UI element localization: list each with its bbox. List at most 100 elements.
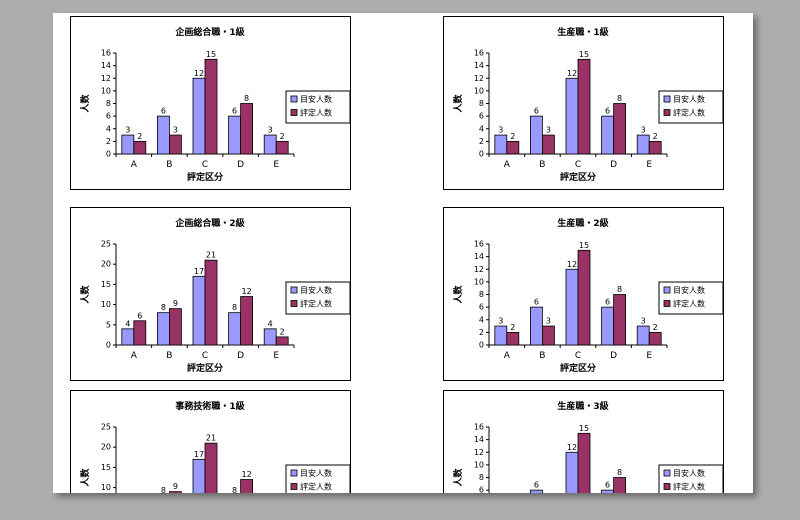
y-tick-label: 20	[101, 260, 111, 269]
bar-value-label: 6	[605, 107, 610, 116]
category-label: A	[131, 160, 138, 170]
category-label: D	[237, 351, 244, 361]
bar-B-series2	[169, 308, 182, 346]
y-tick-label: 6	[479, 112, 484, 121]
bar-C-series1	[565, 77, 579, 155]
category-label: C	[202, 160, 208, 170]
chart-title: 生産職・1級	[557, 26, 608, 38]
bar-C-series1	[192, 458, 206, 493]
bar-A-series1	[121, 134, 135, 155]
bar-value-label: 15	[206, 50, 216, 59]
legend-marker	[290, 483, 298, 490]
bar-value-label: 4	[125, 319, 130, 328]
legend-label: 目安人数	[673, 468, 705, 478]
y-tick-label: 14	[474, 61, 484, 70]
x-axis-title: 評定区分	[560, 171, 596, 183]
bar-A-series2	[133, 320, 147, 346]
bar-value-label: 3	[125, 126, 130, 135]
chart-title: 企画総合職・2級	[174, 217, 244, 229]
y-tick-label: 6	[479, 486, 484, 493]
bar-value-label: 6	[534, 481, 539, 490]
x-axis-title: 評定区分	[187, 171, 223, 183]
y-tick-label: 16	[101, 49, 111, 58]
y-tick-label: 15	[101, 463, 111, 472]
bar-value-label: 2	[137, 132, 142, 141]
legend-marker	[290, 300, 298, 307]
bar-D-series2	[613, 294, 627, 346]
y-tick-label: 5	[106, 320, 111, 329]
bar-value-label: 3	[546, 126, 551, 135]
bar-A-series1	[494, 134, 508, 155]
bar-value-label: 3	[641, 317, 646, 326]
bar-value-label: 8	[617, 468, 622, 477]
bar-value-label: 3	[268, 126, 273, 135]
y-tick-label: 10	[101, 300, 111, 309]
bar-value-label: 15	[579, 424, 589, 433]
y-tick-label: 0	[479, 341, 484, 350]
chart-canvas: 生産職・1級0246810121416A32B63C1215D68E32評定区分…	[452, 26, 723, 183]
bar-value-label: 2	[510, 132, 515, 141]
y-tick-label: 4	[479, 315, 484, 324]
y-tick-label: 4	[479, 124, 484, 133]
bar-C-series2	[204, 58, 218, 155]
category-label: B	[166, 160, 172, 170]
bar-value-label: 17	[194, 450, 204, 459]
y-tick-label: 2	[479, 137, 484, 146]
bar-value-label: 2	[653, 323, 658, 332]
bar-A-series1	[121, 328, 135, 346]
y-tick-label: 14	[474, 435, 484, 444]
bar-value-label: 15	[579, 241, 589, 250]
bar-A-series1	[494, 325, 508, 346]
bar-C-series1	[192, 275, 206, 346]
bar-C-series1	[565, 268, 579, 346]
bar-B-series1	[530, 489, 543, 493]
chart-title: 企画総合職・1級	[174, 26, 244, 38]
bar-value-label: 6	[232, 107, 237, 116]
chart-canvas: 企画総合職・1級0246810121416A32B63C1215D68E32評定…	[79, 26, 350, 183]
legend-marker	[663, 483, 671, 490]
category-label: D	[237, 160, 244, 170]
y-tick-label: 15	[101, 280, 111, 289]
bar-value-label: 12	[567, 260, 577, 269]
y-tick-label: 25	[101, 240, 111, 249]
bar-value-label: 21	[206, 434, 216, 443]
chart-canvas: 事務技術職・1級0510152025A46B89C1721D812E42評定区分…	[79, 400, 350, 493]
y-tick-label: 12	[474, 448, 484, 457]
y-tick-label: 0	[106, 150, 111, 159]
y-tick-label: 10	[101, 86, 111, 95]
legend-marker	[663, 469, 671, 477]
bar-value-label: 2	[280, 132, 285, 141]
category-label: D	[610, 160, 617, 170]
legend-label: 目安人数	[300, 94, 332, 104]
bar-value-label: 12	[567, 69, 577, 78]
y-tick-label: 4	[106, 124, 111, 133]
category-label: C	[575, 160, 581, 170]
y-tick-label: 2	[479, 328, 484, 337]
bar-value-label: 3	[546, 317, 551, 326]
y-tick-label: 25	[101, 423, 111, 432]
bar-B-series1	[530, 306, 543, 346]
bar-value-label: 3	[498, 126, 503, 135]
bar-E-series1	[263, 328, 277, 346]
bar-D-series1	[601, 306, 615, 346]
bar-E-series2	[275, 336, 289, 346]
chart-planning-general-grade1: 企画総合職・1級 0 2 4 6 8 10 12 14 16 A 3 2 B 6 3 C 12 15 D 6 8 E 3 2 評定…	[70, 16, 351, 190]
bar-D-series2	[240, 296, 254, 346]
bar-value-label: 2	[280, 327, 285, 336]
legend-marker	[290, 95, 298, 103]
legend-label: 評定人数	[300, 482, 332, 492]
bar-value-label: 21	[206, 251, 216, 260]
bar-B-series2	[169, 491, 182, 493]
category-label: A	[504, 351, 511, 361]
bar-C-series2	[204, 442, 218, 493]
bar-E-series1	[636, 134, 650, 155]
chart-canvas: 生産職・2級0246810121416A32B63C1215D68E32評定区分…	[452, 217, 723, 374]
bar-C-series2	[577, 249, 591, 346]
bar-D-series2	[240, 103, 254, 155]
legend-label: 目安人数	[673, 94, 705, 104]
bar-C-series2	[577, 58, 591, 155]
bar-value-label: 9	[173, 482, 178, 491]
bar-value-label: 8	[244, 94, 249, 103]
